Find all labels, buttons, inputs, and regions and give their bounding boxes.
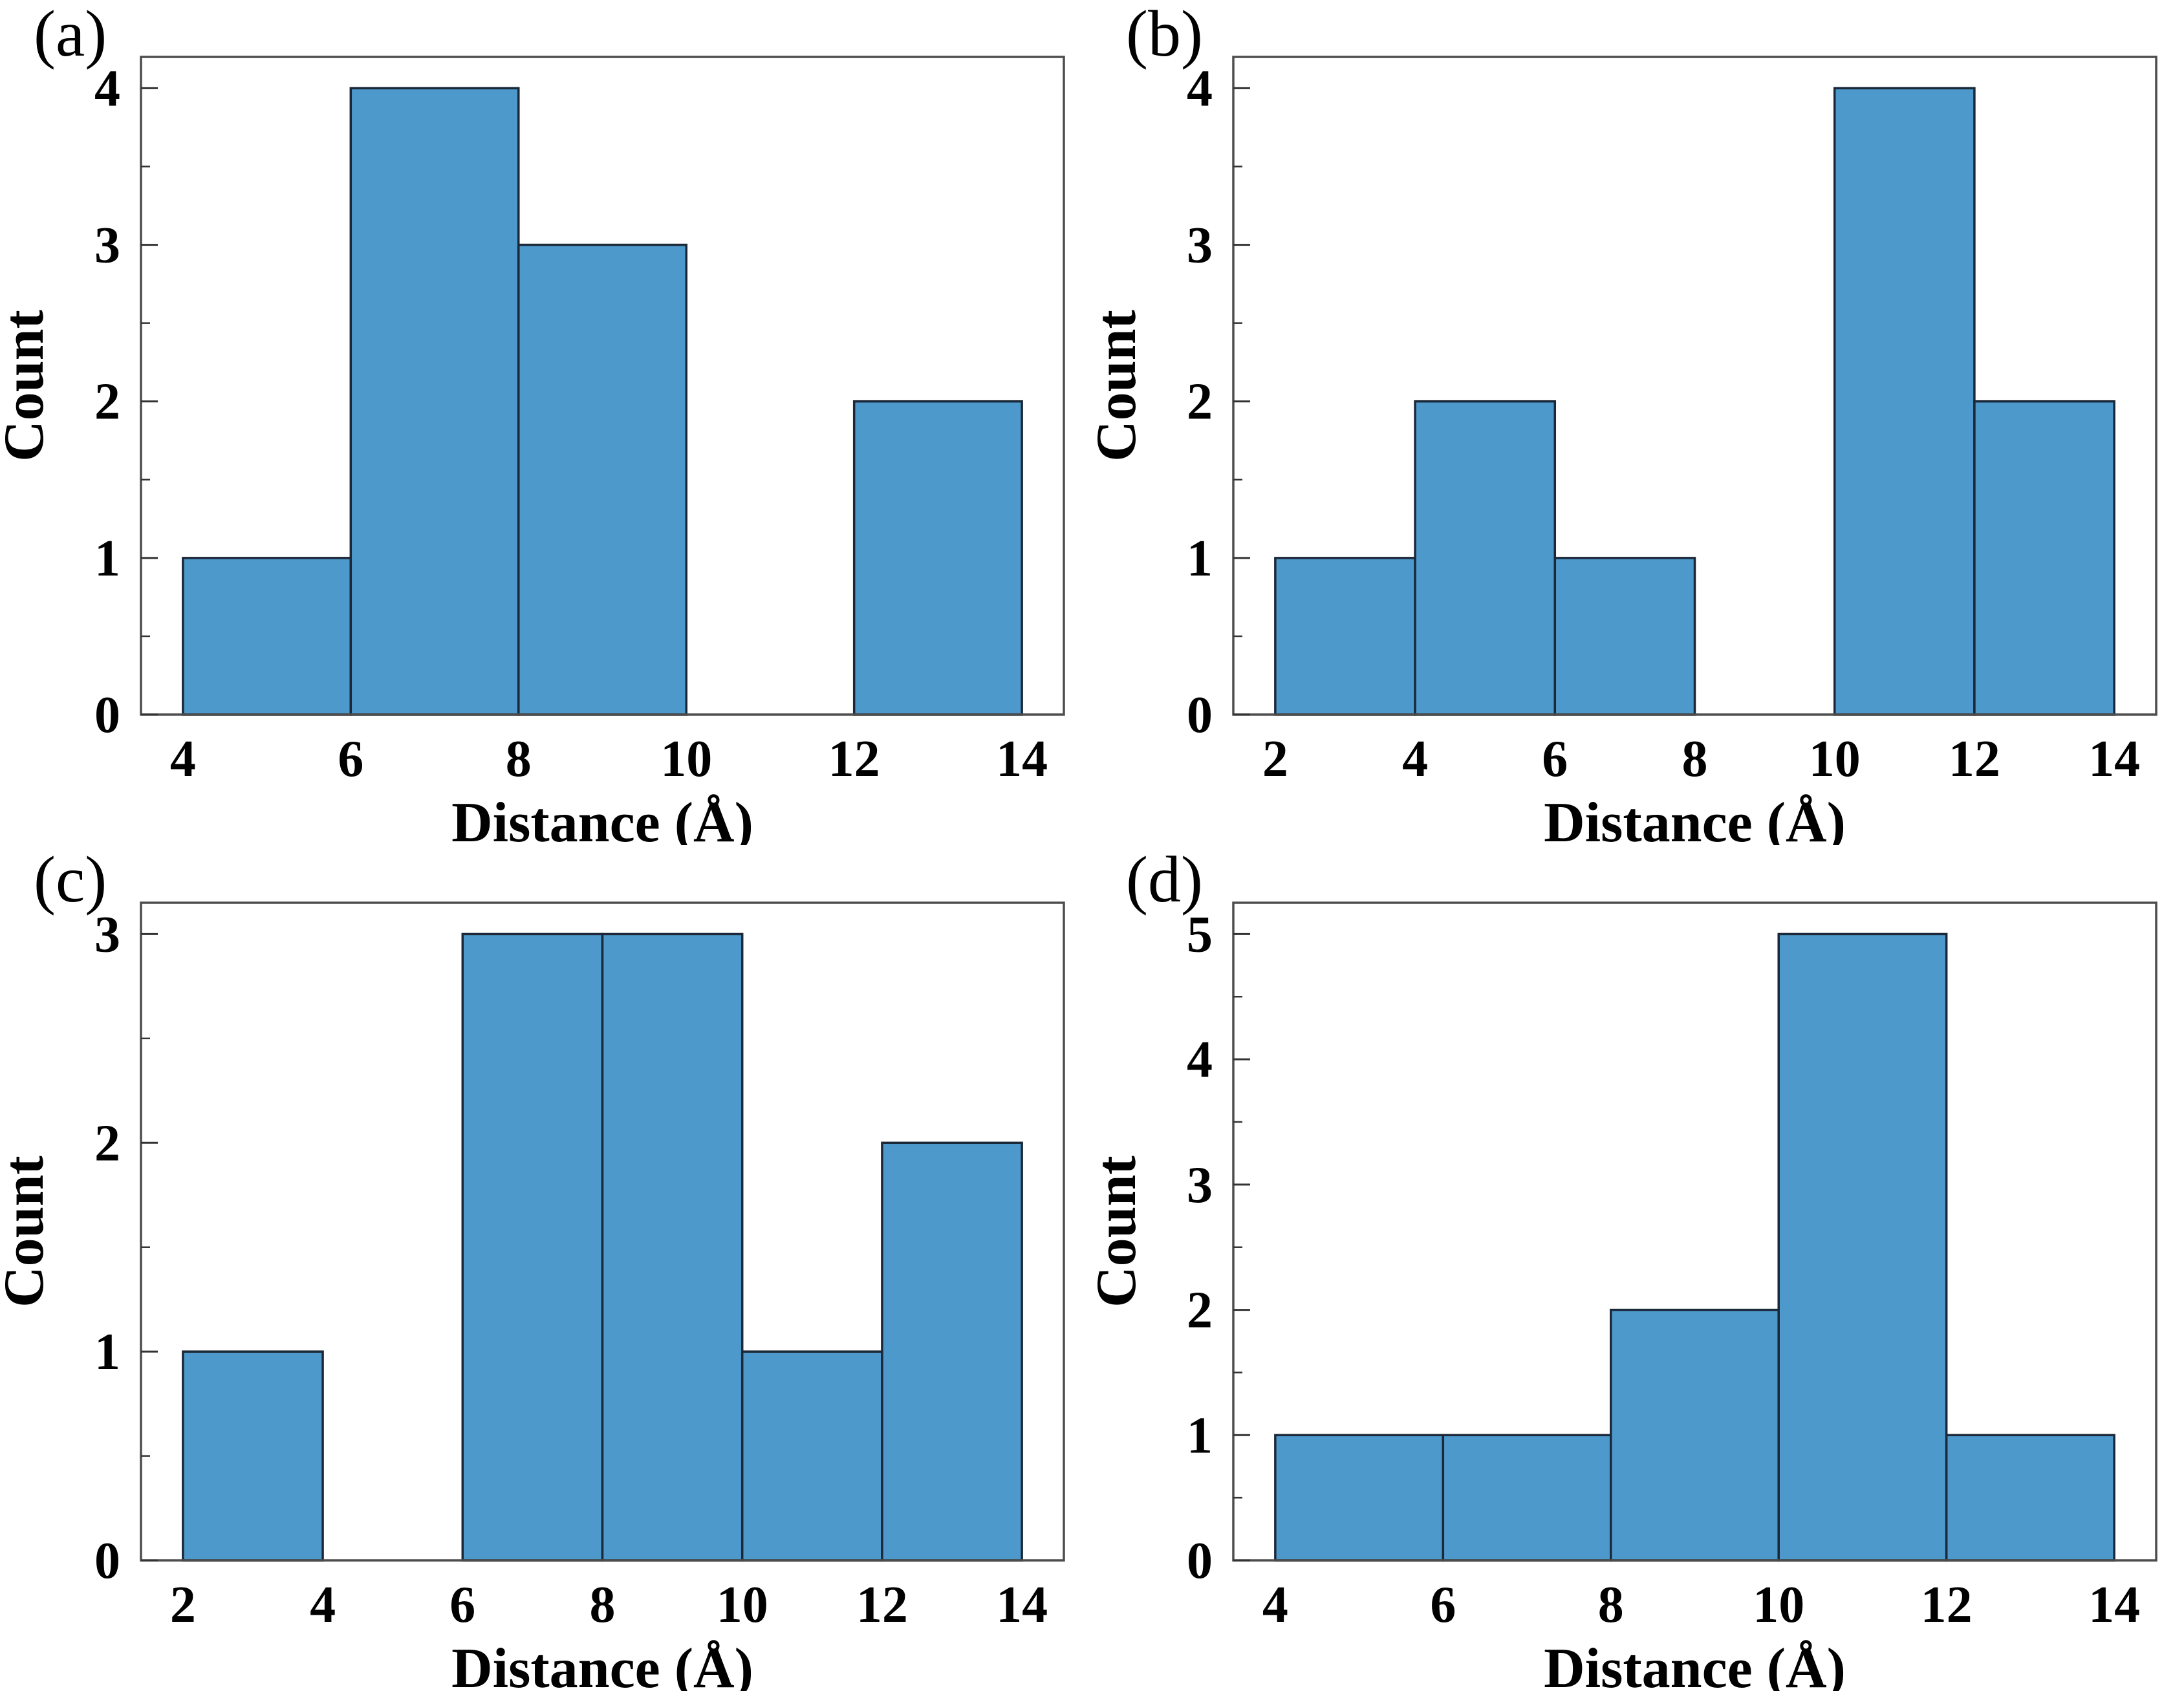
x-tick-label: 12: [828, 731, 880, 788]
panel-c: (c) 0 1 2 3 2 4 6 8 10 12 14 Distance (Å) Count: [0, 843, 1092, 1691]
y-tick-label: 1: [1187, 530, 1213, 587]
x-tick-label: 8: [506, 731, 532, 788]
y-tick-label: 3: [94, 906, 120, 963]
y-tick-label: 4: [1187, 60, 1213, 117]
histogram-bar: [1274, 1434, 1445, 1562]
x-tick-label: 6: [449, 1577, 475, 1633]
histogram-bar: [349, 87, 520, 716]
plot-spines: [1232, 901, 2157, 1562]
histogram-bar: [1833, 87, 1976, 716]
panel-b: (b) 0 1 2 3 4 2 4 6 8 10 12 14 Distance (Å) Count: [1092, 0, 2184, 845]
y-axis-label: Count: [1092, 1156, 1148, 1308]
x-tick-label: 10: [717, 1577, 768, 1633]
y-tick-label: 2: [1187, 374, 1213, 431]
y-axis-label: Count: [0, 1156, 56, 1308]
x-tick-label: 10: [1809, 731, 1861, 788]
plot-spines: [1232, 56, 2157, 716]
y-tick-label: 3: [1187, 217, 1213, 274]
x-axis-label: Distance (Å): [451, 1637, 753, 1691]
histogram-bar: [1945, 1434, 2115, 1562]
panel-c-label: (c): [34, 843, 107, 916]
y-tick-label: 3: [94, 217, 120, 274]
histogram-bar: [852, 400, 1023, 716]
x-tick-label: 14: [996, 731, 1048, 788]
y-tick-label: 5: [1187, 906, 1213, 963]
y-tick-label: 1: [94, 1324, 120, 1381]
y-axis-label: Count: [0, 310, 56, 462]
y-tick-label: 4: [1187, 1031, 1213, 1088]
x-tick-label: 12: [856, 1577, 908, 1633]
y-tick-label: 1: [1187, 1407, 1213, 1464]
x-tick-label: 6: [1430, 1577, 1456, 1633]
x-tick-label: 10: [1753, 1577, 1804, 1633]
x-tick-label: 4: [170, 731, 196, 788]
histogram-bar: [1553, 557, 1696, 716]
x-tick-label: 4: [1262, 1577, 1288, 1633]
histogram-bar: [461, 932, 604, 1562]
panel-d: (d) 0 1 2 3 4 5 4 6 8 10 12 14 Distance (Å) Count: [1092, 843, 2184, 1691]
y-tick-label: 3: [1187, 1157, 1213, 1214]
y-tick-label: 4: [94, 60, 120, 117]
histogram-bar: [1442, 1434, 1612, 1562]
x-tick-label: 6: [338, 731, 363, 788]
x-tick-label: 14: [2088, 1577, 2140, 1633]
x-tick-label: 12: [1949, 731, 2000, 788]
histogram-bar: [182, 1350, 324, 1562]
plot-spines: [140, 56, 1065, 716]
histogram-bar: [881, 1141, 1023, 1562]
plot-spines: [140, 901, 1065, 1562]
x-tick-label: 4: [1402, 731, 1428, 788]
x-tick-label: 10: [660, 731, 712, 788]
x-axis-label: Distance (Å): [1544, 792, 1846, 845]
x-tick-label: 12: [1921, 1577, 1973, 1633]
x-axis-label: Distance (Å): [1544, 1637, 1846, 1691]
x-tick-label: 4: [310, 1577, 336, 1633]
x-axis-label: Distance (Å): [451, 792, 753, 845]
histogram-bar: [741, 1350, 883, 1562]
y-tick-label: 0: [94, 1533, 120, 1589]
panel-a-label: (a): [34, 0, 107, 70]
y-tick-label: 2: [1187, 1282, 1213, 1339]
histogram-bar: [601, 932, 744, 1562]
histogram-bar: [517, 243, 687, 716]
histogram-bar: [1610, 1308, 1780, 1562]
histogram-bar: [182, 557, 352, 716]
y-tick-label: 0: [1187, 1533, 1213, 1589]
histogram-bar: [1274, 557, 1416, 716]
y-tick-label: 2: [94, 374, 120, 431]
panel-d-label: (d): [1126, 843, 1203, 916]
x-tick-label: 6: [1542, 731, 1568, 788]
y-tick-label: 0: [94, 687, 120, 744]
x-tick-label: 14: [996, 1577, 1048, 1633]
x-tick-label: 8: [1682, 731, 1708, 788]
x-tick-label: 14: [2088, 731, 2140, 788]
x-tick-label: 2: [170, 1577, 196, 1633]
y-tick-label: 0: [1187, 687, 1213, 744]
x-tick-label: 2: [1262, 731, 1288, 788]
panel-a: (a) 0 1 2 3 4 4 6 8 10 12 14 Distance (Å) Count: [0, 0, 1092, 845]
x-tick-label: 8: [1598, 1577, 1624, 1633]
x-tick-label: 8: [590, 1577, 616, 1633]
histogram-bar: [1414, 400, 1557, 716]
panel-b-label: (b): [1126, 0, 1203, 70]
y-tick-label: 1: [94, 530, 120, 587]
histogram-bar: [1777, 932, 1948, 1562]
histogram-bar: [1973, 400, 2115, 716]
y-tick-label: 2: [94, 1115, 120, 1172]
y-axis-label: Count: [1092, 310, 1148, 462]
